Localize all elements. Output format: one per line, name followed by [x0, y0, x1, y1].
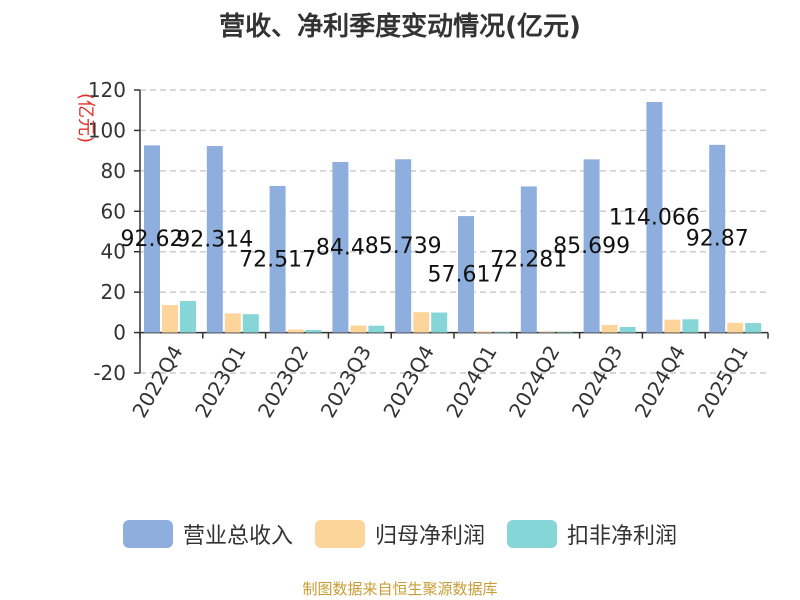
legend-label: 扣非净利润	[567, 524, 678, 549]
bar-2	[538, 332, 555, 333]
x-axis: 2022Q4 2023Q1 2023Q2 2023Q3 2023Q4 2024Q1 2024…	[127, 331, 769, 422]
bar-1	[144, 145, 160, 333]
bar-1	[332, 161, 349, 333]
data-label: 114.066	[609, 205, 700, 230]
bar-3	[556, 332, 573, 333]
data-label: 92.87	[686, 227, 749, 252]
bar-2	[162, 305, 178, 333]
bar-2	[350, 325, 367, 333]
bar-2	[287, 329, 304, 333]
bar-1	[458, 216, 474, 333]
x-tick-label: 2023Q2	[253, 341, 313, 422]
bar-2	[664, 319, 681, 333]
x-tick-label: 2023Q4	[378, 341, 438, 422]
data-label: 72.281	[490, 248, 567, 273]
y-tick-label: 100	[88, 118, 126, 142]
source-note: 制图数据来自恒生聚源数据库	[302, 580, 498, 598]
bar-2	[476, 331, 492, 333]
bar-3	[745, 323, 762, 333]
x-tick-label: 2025Q1	[692, 341, 752, 422]
data-label: 92.62	[121, 227, 184, 252]
bar-2	[224, 313, 241, 333]
bars	[144, 101, 762, 333]
data-label: 92.314	[176, 227, 253, 252]
bar-1	[709, 144, 726, 333]
bar-1	[206, 145, 223, 333]
bar-2	[413, 312, 430, 333]
legend-item-2[interactable]: 归母净利润	[314, 518, 485, 550]
x-tick-label: 2024Q1	[441, 341, 501, 422]
x-tick-label: 2023Q3	[316, 341, 376, 422]
x-tick-label: 2024Q3	[567, 341, 627, 422]
bar-3	[242, 314, 259, 333]
y-tick-label: 120	[88, 78, 126, 102]
legend-swatch	[122, 520, 173, 548]
bar-2	[601, 324, 618, 333]
y-tick-label: -20	[93, 361, 126, 385]
data-label: 57.617	[428, 262, 505, 287]
legend-label: 营业总收入	[182, 524, 293, 549]
bar-1	[269, 185, 286, 333]
y-axis-label: (亿元)	[75, 93, 96, 143]
data-label: 72.517	[239, 247, 316, 272]
legend-label: 归母净利润	[374, 524, 485, 549]
y-tick-label: 40	[101, 240, 126, 264]
legend: 营业总收入 归母净利润 扣非净利润	[0, 518, 800, 550]
bar-3	[180, 301, 196, 333]
bar-1	[646, 101, 663, 333]
x-tick-label: 2024Q2	[504, 341, 564, 422]
bar-2	[727, 322, 744, 333]
x-tick-label: 2024Q4	[630, 341, 690, 422]
data-label: 85.699	[553, 234, 630, 259]
data-label: 85.739	[365, 234, 442, 259]
legend-swatch	[507, 520, 557, 548]
x-tick-label: 2023Q1	[190, 341, 250, 422]
y-tick-label: 0	[113, 321, 126, 345]
bar-1	[583, 159, 600, 333]
legend-swatch	[314, 520, 365, 548]
bar-3	[368, 325, 385, 333]
bar-3	[494, 331, 510, 333]
y-tick-label: 60	[101, 199, 126, 223]
bar-1	[520, 186, 537, 333]
chart-title: 营收、净利季度变动情况(亿元)	[219, 12, 581, 42]
bar-3	[619, 326, 636, 333]
x-tick-label: 2022Q4	[127, 341, 187, 422]
bar-3	[431, 312, 448, 333]
bar-3	[682, 319, 699, 333]
legend-item-1[interactable]: 营业总收入	[122, 518, 293, 550]
y-axis: -20 0 20 40 60 80 100 120	[88, 78, 141, 385]
y-tick-label: 20	[101, 280, 126, 304]
bar-3	[305, 329, 322, 333]
y-tick-label: 80	[101, 159, 126, 183]
legend-item-3[interactable]: 扣非净利润	[507, 518, 677, 550]
data-label: 84.4	[316, 235, 365, 260]
bar-1	[395, 159, 412, 333]
